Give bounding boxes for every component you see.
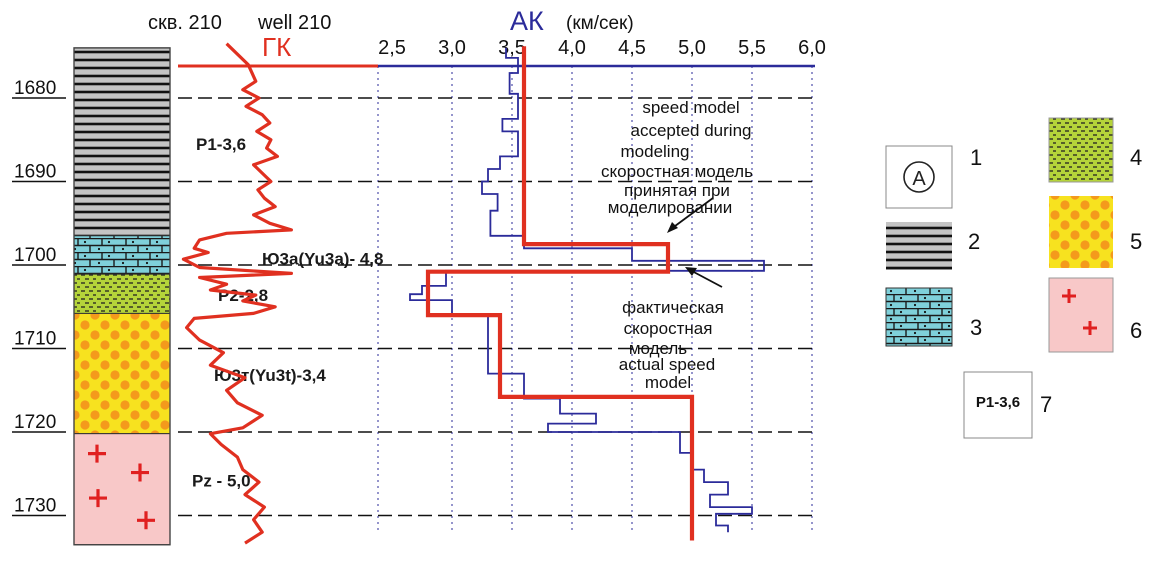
actual-ru-line-2: скоростная: [624, 319, 713, 338]
legend-number-6: 6: [1130, 318, 1142, 343]
model-arrowhead: [667, 222, 678, 233]
unit-label-basement: Pz - 5,0: [192, 471, 251, 490]
depth-tick-label: 1690: [14, 162, 56, 183]
legend-number-5: 5: [1130, 229, 1142, 254]
x-tick-label: 3,0: [438, 37, 466, 59]
x-tick-label: 4,0: [558, 37, 586, 59]
x-tick-label: 6,0: [798, 37, 826, 59]
x-tick-label: 5,5: [738, 37, 766, 59]
speed-model-curve: [425, 46, 695, 541]
actual-ru-line-1: фактическая: [622, 298, 724, 317]
model-ru-line-1: скоростная модель: [601, 162, 753, 181]
annotation-actual-en: actual speed model: [619, 355, 715, 392]
annotation-arrows: [667, 197, 723, 288]
model-ru-line-3: моделировании: [608, 198, 733, 217]
model-ru-line-2: принятая при: [624, 181, 730, 200]
ak-units: (км/сек): [566, 13, 634, 34]
layer-sandstone: [73, 312, 171, 435]
actual-ru-line-3: модель: [629, 339, 687, 358]
x-tick-label: 4,5: [618, 37, 646, 59]
legend-swatch-7: [963, 371, 1033, 439]
basement-cross-icon: [137, 511, 155, 530]
depth-tick-label: 1730: [14, 496, 56, 517]
annotation-model-en: speed model accepted during modeling: [621, 98, 752, 161]
legend-number-2: 2: [968, 229, 980, 254]
model-en-line-1: speed model: [642, 98, 739, 117]
unit-label-carbonate: Ю3а(Yu3a)- 4,8: [262, 249, 383, 268]
depth-tick-label: 1720: [14, 412, 56, 433]
basement-cross-icon: [89, 489, 107, 508]
legend-number-1: 1: [970, 145, 982, 170]
actual-arrowhead: [685, 267, 697, 276]
lithology-column: [73, 47, 171, 546]
legend-symbol-a: A: [912, 168, 926, 190]
log-curves: [181, 42, 765, 545]
model-en-line-2: accepted during: [631, 121, 752, 140]
legend-swatch-1: [885, 145, 953, 209]
depth-gridlines: [178, 66, 813, 530]
well-number-ru: скв. 210: [148, 12, 222, 34]
legend-cross-icons: [1062, 289, 1097, 335]
layer-siltstone: [73, 273, 171, 314]
gk-label: ГК: [262, 32, 291, 62]
depth-axis: 1680 1690 1700 1710 1720 1730: [12, 78, 66, 517]
depth-tick-label: 1710: [14, 329, 56, 350]
annotation-actual-ru: фактическая скоростная модель: [622, 298, 724, 358]
x-tick-label: 5,0: [678, 37, 706, 59]
depth-tick-label: 1680: [14, 78, 56, 99]
legend-circle-a-icon: [903, 161, 935, 193]
legend: A 1 2 3 4 5 6 P1-3,6 7: [885, 117, 1142, 439]
x-tick-label: 3,5: [498, 37, 526, 59]
legend-swatch-4: [1048, 117, 1114, 183]
legend-swatch-3: [885, 287, 953, 347]
legend-number-7: 7: [1040, 392, 1052, 417]
legend-unit-sample: P1-3,6: [976, 394, 1020, 411]
actual-en-line-1: actual speed: [619, 355, 715, 374]
unit-label-shale: P1-3,6: [196, 135, 246, 154]
basement-cross-icon: [88, 444, 106, 463]
x-tick-label: 2,5: [378, 37, 406, 59]
column-frame: [73, 47, 171, 546]
ak-label: АК: [510, 6, 544, 36]
layer-basement: [73, 433, 171, 546]
model-pointer-arrow: [670, 197, 714, 230]
legend-number-4: 4: [1130, 145, 1142, 170]
model-en-line-3: modeling: [621, 142, 690, 161]
actual-en-line-2: model: [645, 373, 691, 392]
legend-swatch-6: [1048, 277, 1114, 353]
legend-swatch-5: [1049, 196, 1113, 268]
gk-curve: [181, 42, 293, 545]
layer-shale: [73, 47, 171, 237]
depth-tick-label: 1700: [14, 245, 56, 266]
x-axis-ticks: 2,5 3,0 3,5 4,0 4,5 5,0 5,5 6,0: [378, 37, 826, 59]
annotation-model-ru: скоростная модель принятая при моделиров…: [601, 162, 753, 217]
ak-actual-curve: [409, 47, 765, 533]
actual-pointer-arrow: [689, 269, 723, 288]
basement-cross-icon: [131, 463, 149, 482]
well-number-en: well 210: [257, 12, 331, 34]
layer-carbonate: [73, 235, 171, 275]
legend-number-3: 3: [970, 315, 982, 340]
unit-label-sandstone: Ю3т(Yu3t)-3,4: [214, 366, 326, 385]
legend-swatch-2: [886, 222, 952, 270]
